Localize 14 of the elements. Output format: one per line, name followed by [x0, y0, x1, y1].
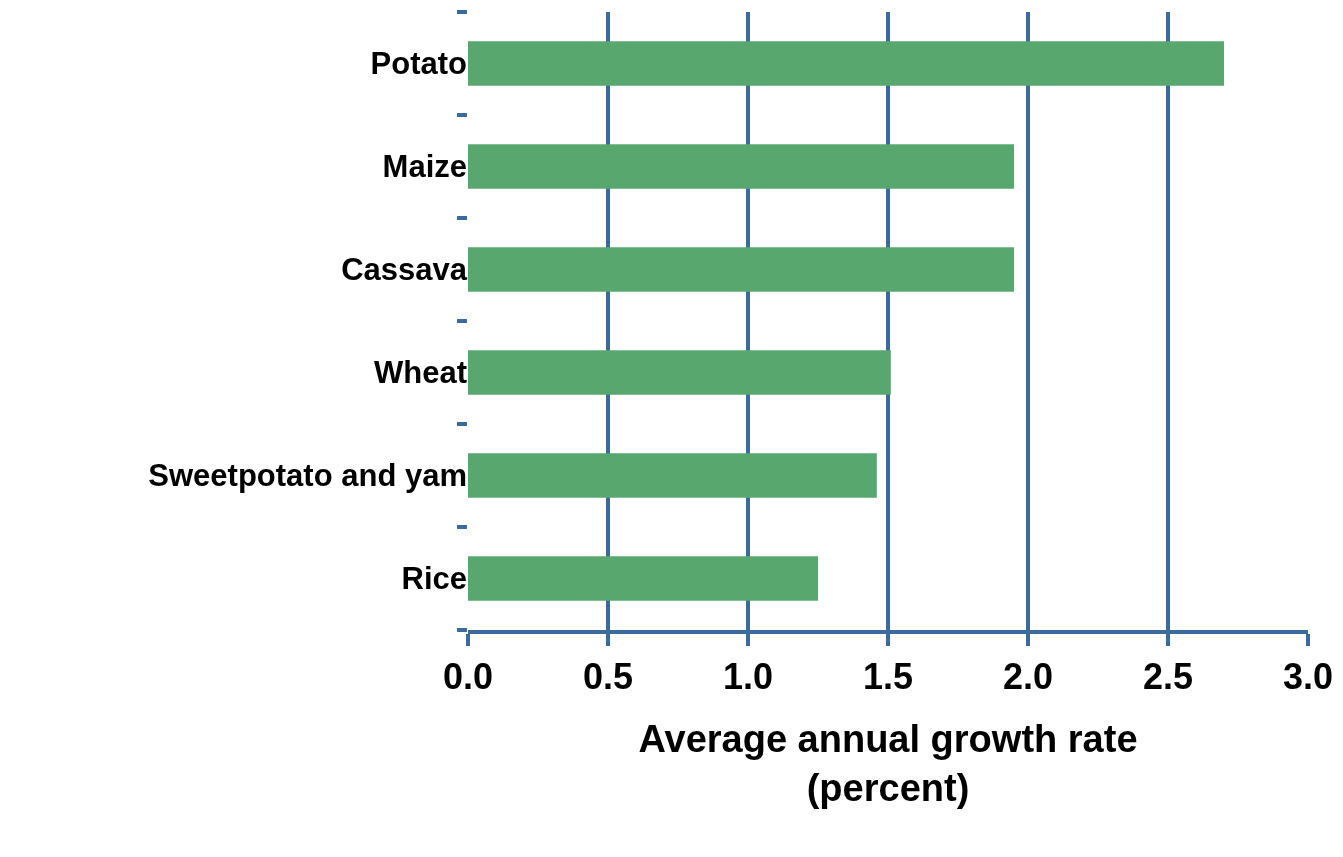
x-tick-label: 2.0	[1002, 656, 1054, 698]
y-tick-label: Rice	[401, 561, 467, 597]
x-tick-label: 1.0	[722, 656, 774, 698]
x-tick-label: 3.0	[1282, 656, 1334, 698]
x-tick-label: 2.5	[1142, 656, 1194, 698]
y-tick-label: Potato	[370, 46, 467, 82]
y-tick-label: Wheat	[374, 355, 467, 391]
y-tick-label: Sweetpotato and yam	[148, 458, 467, 494]
x-tick-label: 1.5	[862, 656, 914, 698]
x-axis-title: Average annual growth rate (percent)	[638, 717, 1138, 810]
x-tick-label: 0.0	[442, 656, 494, 698]
y-tick-label: Maize	[382, 149, 467, 185]
y-tick-label: Cassava	[341, 252, 468, 288]
x-tick-label: 0.5	[582, 656, 634, 698]
